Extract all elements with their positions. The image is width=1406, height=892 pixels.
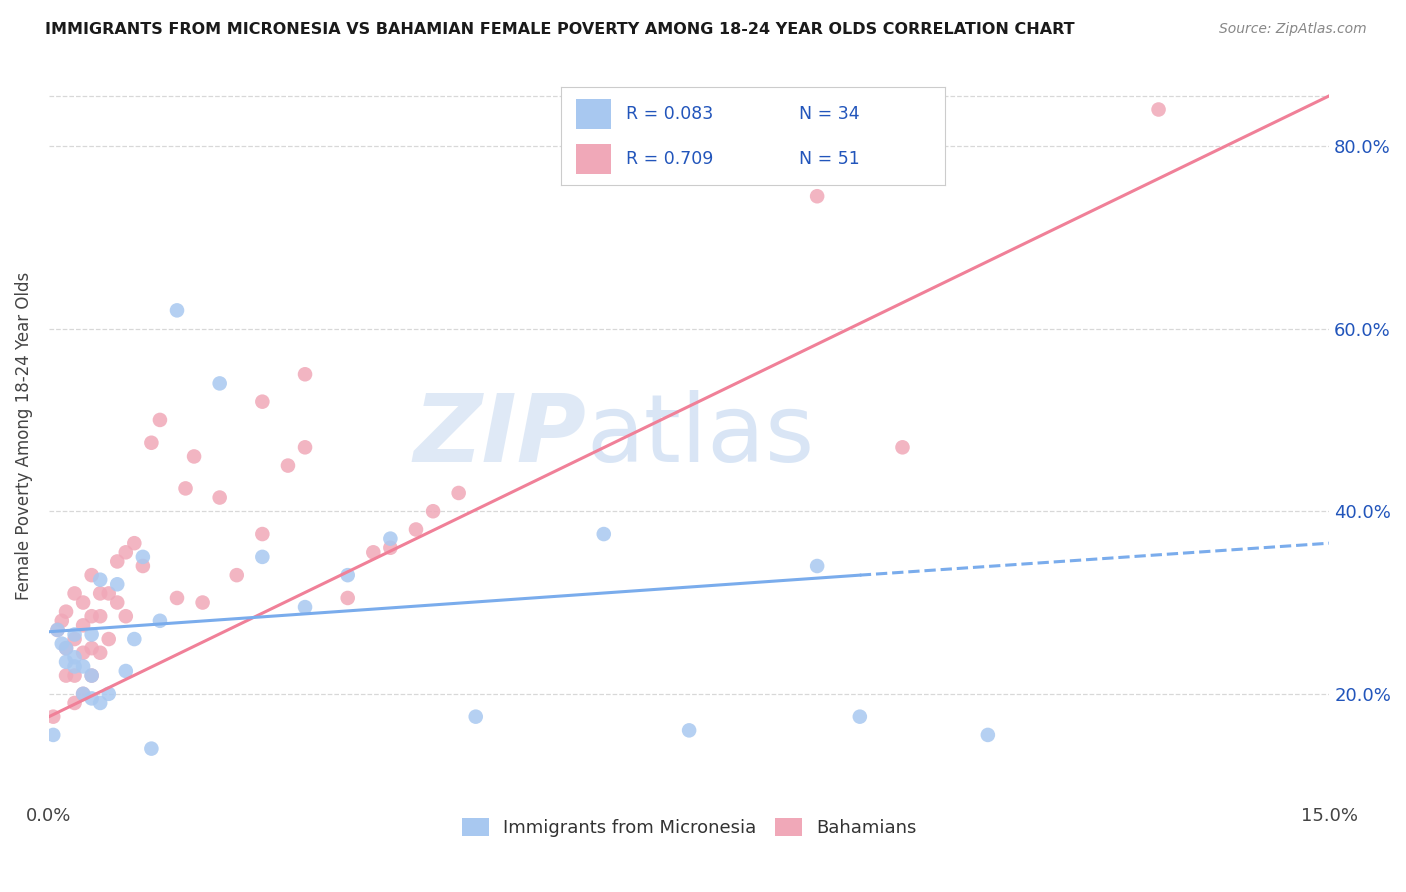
Point <box>149 413 172 427</box>
Point <box>55 655 77 669</box>
Text: atlas: atlas <box>586 390 815 482</box>
Point <box>89 573 111 587</box>
Point <box>277 458 299 473</box>
Point <box>174 482 197 496</box>
Point <box>422 504 444 518</box>
Point <box>42 728 65 742</box>
Point <box>208 491 231 505</box>
Point <box>294 440 316 454</box>
Point <box>105 595 128 609</box>
Point <box>132 549 155 564</box>
Point <box>447 486 470 500</box>
Point <box>464 709 486 723</box>
Point <box>105 577 128 591</box>
Point <box>891 440 914 454</box>
Point <box>105 554 128 568</box>
Point <box>191 595 214 609</box>
Point <box>114 545 136 559</box>
Point <box>208 376 231 391</box>
Point <box>149 614 172 628</box>
Point <box>336 591 359 605</box>
Point <box>849 709 872 723</box>
Point <box>592 527 614 541</box>
Point <box>252 394 274 409</box>
Point <box>1147 103 1170 117</box>
Point <box>80 668 103 682</box>
Point <box>183 450 205 464</box>
Point <box>63 668 86 682</box>
Point <box>51 637 73 651</box>
Point <box>63 627 86 641</box>
Point <box>80 668 103 682</box>
Legend: Immigrants from Micronesia, Bahamians: Immigrants from Micronesia, Bahamians <box>454 811 924 844</box>
Point <box>80 627 103 641</box>
Point <box>80 609 103 624</box>
Point <box>166 303 188 318</box>
Point <box>72 687 94 701</box>
Point <box>380 532 402 546</box>
Point <box>63 632 86 646</box>
Point <box>166 591 188 605</box>
Point <box>806 189 828 203</box>
Point <box>80 641 103 656</box>
Point <box>80 691 103 706</box>
Point <box>336 568 359 582</box>
Point <box>80 568 103 582</box>
Point <box>46 623 69 637</box>
Point <box>141 741 163 756</box>
Point <box>63 650 86 665</box>
Point <box>380 541 402 555</box>
Point <box>42 709 65 723</box>
Text: Source: ZipAtlas.com: Source: ZipAtlas.com <box>1219 22 1367 37</box>
Point <box>97 632 120 646</box>
Point <box>72 687 94 701</box>
Point <box>97 586 120 600</box>
Point <box>46 623 69 637</box>
Point <box>97 687 120 701</box>
Point <box>51 614 73 628</box>
Point <box>141 435 163 450</box>
Point <box>72 595 94 609</box>
Point <box>55 641 77 656</box>
Point <box>55 605 77 619</box>
Point <box>252 527 274 541</box>
Point <box>72 618 94 632</box>
Point <box>63 659 86 673</box>
Point <box>72 646 94 660</box>
Point <box>89 609 111 624</box>
Point <box>405 523 427 537</box>
Point <box>294 368 316 382</box>
Point <box>55 641 77 656</box>
Point <box>55 668 77 682</box>
Point <box>89 586 111 600</box>
Point <box>124 536 146 550</box>
Point <box>363 545 385 559</box>
Point <box>678 723 700 738</box>
Point <box>294 600 316 615</box>
Point <box>114 609 136 624</box>
Point <box>124 632 146 646</box>
Point <box>63 586 86 600</box>
Text: ZIP: ZIP <box>413 390 586 482</box>
Point <box>89 646 111 660</box>
Point <box>72 659 94 673</box>
Point <box>89 696 111 710</box>
Point <box>132 559 155 574</box>
Point <box>114 664 136 678</box>
Text: IMMIGRANTS FROM MICRONESIA VS BAHAMIAN FEMALE POVERTY AMONG 18-24 YEAR OLDS CORR: IMMIGRANTS FROM MICRONESIA VS BAHAMIAN F… <box>45 22 1074 37</box>
Point <box>977 728 1000 742</box>
Point <box>252 549 274 564</box>
Point <box>63 696 86 710</box>
Y-axis label: Female Poverty Among 18-24 Year Olds: Female Poverty Among 18-24 Year Olds <box>15 272 32 600</box>
Point <box>806 559 828 574</box>
Point <box>225 568 247 582</box>
